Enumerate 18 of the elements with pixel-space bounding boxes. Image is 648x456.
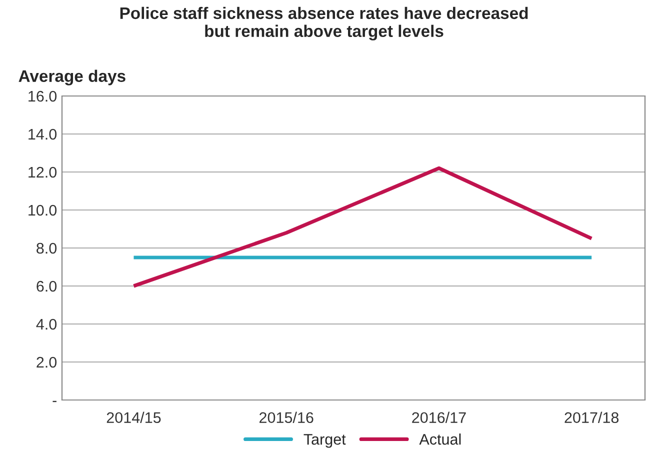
x-tick-label: 2016/17 xyxy=(412,412,466,424)
y-tick-label: 16.0 xyxy=(28,90,57,102)
y-tick-label: 14.0 xyxy=(28,128,57,140)
line-series xyxy=(132,166,594,288)
y-tick-label: 10.0 xyxy=(28,204,57,216)
legend-label: Actual xyxy=(419,434,461,445)
y-tick-label: 12.0 xyxy=(28,166,57,178)
x-tick-label: 2014/15 xyxy=(106,412,161,424)
y-tick-label: - xyxy=(52,400,56,402)
y-tick-label: 4.0 xyxy=(36,318,57,330)
y-tick-label: 8.0 xyxy=(36,242,57,254)
legend-label: Target xyxy=(304,434,346,448)
x-tick-label: 2017/18 xyxy=(564,412,619,424)
y-tick-label: 6.0 xyxy=(36,280,57,292)
y-tick-label: 2.0 xyxy=(36,356,57,368)
y-axis-title: Average days xyxy=(18,70,126,86)
chart-title: Police staff sickness absence rates have decreased but remain above target levels xyxy=(120,6,528,40)
x-tick-label: 2015/16 xyxy=(260,412,314,424)
